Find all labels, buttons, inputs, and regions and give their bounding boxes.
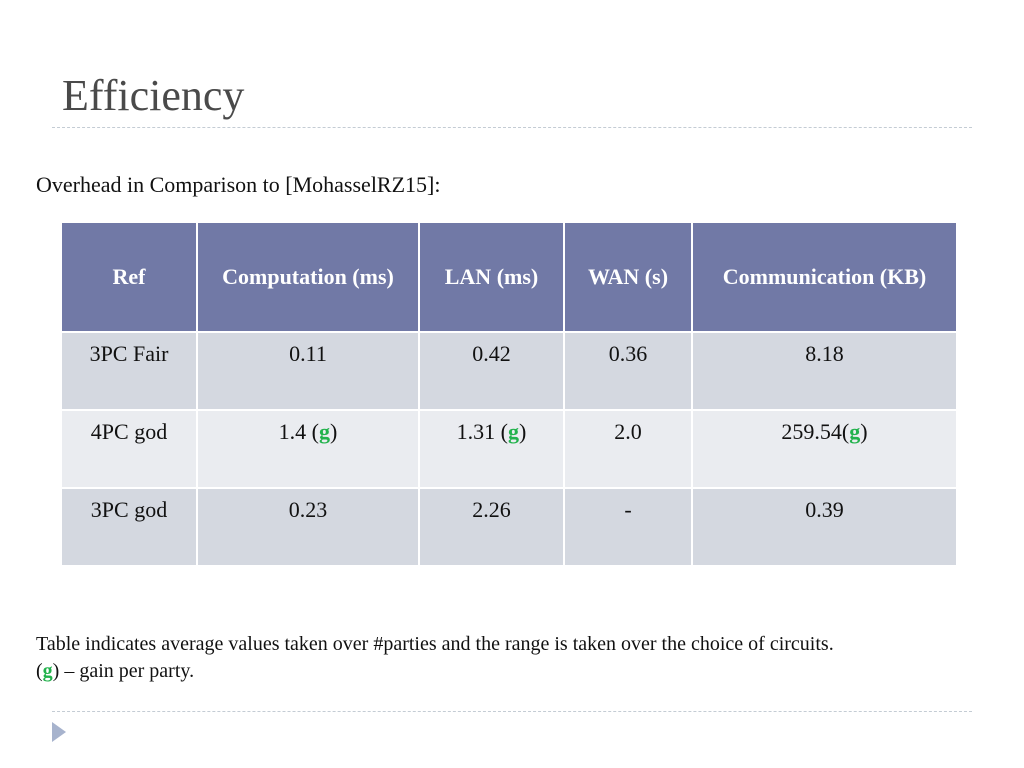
table-row: 3PC Fair 0.11 0.42 0.36 8.18 xyxy=(60,331,958,411)
triangle-right-icon xyxy=(52,722,66,742)
header-computation: Computation (ms) xyxy=(196,221,420,333)
header-communication: Communication (KB) xyxy=(691,221,958,333)
efficiency-table: Ref Computation (ms) LAN (ms) WAN (s) Co… xyxy=(60,221,958,567)
cell-lan: 0.42 xyxy=(418,331,565,411)
cell-wan: 0.36 xyxy=(563,331,693,411)
cell-ref: 4PC god xyxy=(60,409,198,489)
cell-wan: 2.0 xyxy=(563,409,693,489)
table-header-row: Ref Computation (ms) LAN (ms) WAN (s) Co… xyxy=(60,221,958,333)
gain-symbol: g xyxy=(42,660,53,682)
cell-ref: 3PC god xyxy=(60,487,198,567)
cell-computation: 1.4 (g) xyxy=(196,409,420,489)
table-footnote: Table indicates average values taken ove… xyxy=(36,633,834,655)
gain-legend: (g) – gain per party. xyxy=(36,660,195,682)
cell-computation: 0.11 xyxy=(196,331,420,411)
header-wan: WAN (s) xyxy=(563,221,693,333)
table-row: 4PC god 1.4 (g) 1.31 (g) 2.0 259.54(g) xyxy=(60,409,958,489)
cell-wan: - xyxy=(563,487,693,567)
cell-ref: 3PC Fair xyxy=(60,331,198,411)
table-row: 3PC god 0.23 2.26 - 0.39 xyxy=(60,487,958,567)
slide-title: Efficiency xyxy=(62,71,245,120)
header-lan: LAN (ms) xyxy=(418,221,565,333)
header-ref: Ref xyxy=(60,221,198,333)
footer-divider xyxy=(52,711,972,712)
cell-communication: 259.54(g) xyxy=(691,409,958,489)
cell-lan: 2.26 xyxy=(418,487,565,567)
cell-communication: 8.18 xyxy=(691,331,958,411)
table-caption: Overhead in Comparison to [MohasselRZ15]… xyxy=(36,172,441,197)
cell-computation: 0.23 xyxy=(196,487,420,567)
title-divider xyxy=(52,127,972,128)
cell-lan: 1.31 (g) xyxy=(418,409,565,489)
cell-communication: 0.39 xyxy=(691,487,958,567)
